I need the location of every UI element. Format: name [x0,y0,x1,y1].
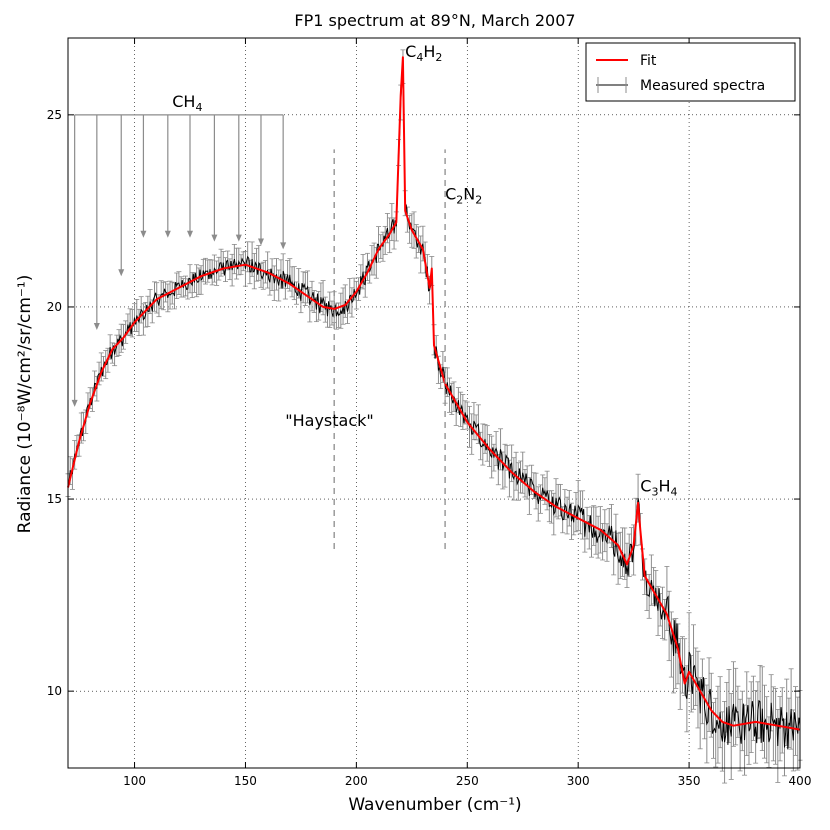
ch4-arrow-head [211,234,218,242]
y-axis-title: Radiance (10⁻⁸W/cm²/sr/cm⁻¹) [15,275,35,534]
annotation-label: C3H4 [640,476,677,498]
legend: Fit Measured spectra [585,42,796,102]
annotation-part: C [445,184,456,203]
annotation-part: N [463,184,475,203]
ch4-arrow-head [235,234,242,242]
y-tick-label: 20 [47,300,62,314]
x-tick-label: 300 [567,774,590,788]
annotation-label: "Haystack" [285,411,374,430]
x-axis-title: Wavenumber (cm⁻¹) [348,795,521,815]
annotation-label: C2N2 [445,184,482,206]
plot-frame [67,37,801,769]
x-tick-label: 150 [234,774,257,788]
y-tick-label: 15 [47,492,62,506]
x-tick-label: 250 [456,774,479,788]
annotation-part: 4 [416,51,423,64]
fit-line [67,56,801,731]
annotation-part: CH [172,92,195,111]
annotation-part: C [405,42,416,61]
annotation-part: 3 [651,485,658,498]
ch4-arrow-head [164,230,171,238]
annotation-part: 2 [475,193,482,206]
annotation-part: H [658,476,670,495]
ch4-arrow-head [187,230,193,238]
annotation-part: 4 [670,485,677,498]
annotation-label: C4H2 [405,42,442,64]
annotation-part: 4 [195,101,202,114]
ch4-arrow-head [257,238,264,246]
x-tick-label: 350 [678,774,701,788]
annotation-label: CH4 [172,92,202,114]
x-tick-label: 400 [789,774,812,788]
chart-title: FP1 spectrum at 89°N, March 2007 [294,11,575,30]
y-tick-label: 10 [47,684,62,698]
ch4-arrow-head [140,230,147,238]
ticks: 100 150 200 250 300 350 400 10 15 20 25 [47,38,812,788]
data-lines [67,56,801,750]
annotation-part: 2 [435,51,442,64]
ch4-arrow-head [280,242,287,250]
y-tick-label: 25 [47,108,62,122]
x-tick-label: 200 [345,774,368,788]
legend-measured-label: Measured spectra [640,78,765,94]
ch4-arrow-head [93,323,100,330]
legend-fit-label: Fit [640,53,657,69]
legend-box [585,42,796,102]
annotation-part: H [423,42,435,61]
ch4-arrow-head [118,269,125,277]
annotation-part: 2 [456,193,463,206]
ch4-arrow-head [71,399,78,407]
x-tick-label: 100 [123,774,146,788]
annotation-part: C [640,476,651,495]
